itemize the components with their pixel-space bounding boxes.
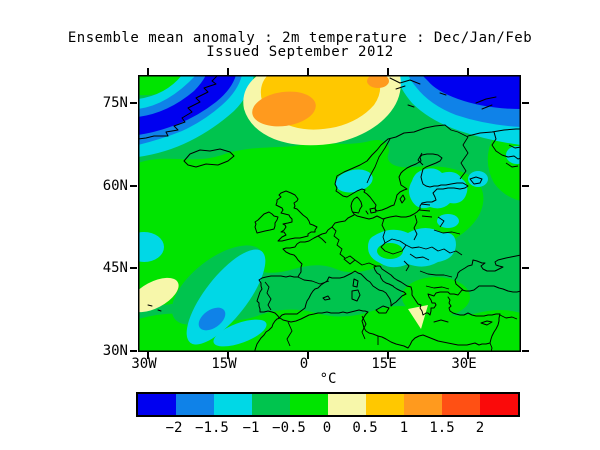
colorbar-tick-label: −2: [165, 420, 183, 436]
colorbar-segment: [328, 394, 366, 415]
colorbar-unit-label: °C: [319, 371, 337, 387]
x-tick-top-15e: [387, 68, 389, 75]
x-tick-top-30w: [147, 68, 149, 75]
y-tick-right-60n: [522, 185, 529, 187]
colorbar-segment: [176, 394, 214, 415]
x-tick-15e: [387, 352, 389, 359]
x-tick-30w: [147, 352, 149, 359]
x-tick-top-15w: [227, 68, 229, 75]
coastlines: [137, 74, 522, 353]
x-tick-top-0: [307, 68, 309, 75]
lon-label-30w: 30W: [131, 356, 157, 372]
colorbar-tick-label: 1.5: [429, 420, 455, 436]
colorbar-tick-label: 0.5: [352, 420, 378, 436]
colorbar-tick-label: 1: [399, 420, 409, 436]
colorbar-segment: [442, 394, 480, 415]
lat-label-60n: 60N: [102, 178, 128, 194]
map-frame: [138, 75, 521, 352]
colorbar-tick-label: 0: [322, 420, 332, 436]
colorbar-segment: [252, 394, 290, 415]
colorbar-segment: [214, 394, 252, 415]
colorbar-segment: [290, 394, 328, 415]
lon-label-15e: 15E: [371, 356, 397, 372]
colorbar-segment: [366, 394, 404, 415]
y-tick-60n: [130, 185, 137, 187]
x-tick-30e: [467, 352, 469, 359]
lon-label-0: 0: [299, 356, 309, 372]
y-tick-right-45n: [522, 267, 529, 269]
colorbar-tick-label: −0.5: [272, 420, 306, 436]
figure-subtitle: Issued September 2012: [206, 44, 394, 60]
colorbar: [136, 392, 520, 417]
x-tick-0: [307, 352, 309, 359]
colorbar-tick-label: −1: [242, 420, 260, 436]
colorbar-segment: [480, 394, 518, 415]
colorbar-segment: [138, 394, 176, 415]
contour-fills: [124, 74, 528, 352]
y-tick-75n: [130, 102, 137, 104]
map-panel: [124, 74, 528, 353]
country-borders: [264, 124, 522, 353]
lon-label-15w: 15W: [211, 356, 237, 372]
figure-title: Ensemble mean anomaly : 2m temperature :…: [67, 30, 533, 46]
colorbar-tick-label: 2: [475, 420, 485, 436]
x-tick-top-30e: [467, 68, 469, 75]
lat-label-75n: 75N: [102, 95, 128, 111]
x-tick-15w: [227, 352, 229, 359]
lon-label-30e: 30E: [451, 356, 477, 372]
lat-label-30n: 30N: [102, 343, 128, 359]
y-tick-45n: [130, 267, 137, 269]
lat-label-45n: 45N: [102, 260, 128, 276]
colorbar-tick-label: −1.5: [195, 420, 229, 436]
y-tick-30n: [130, 350, 137, 352]
anomaly-contour-map: [124, 74, 528, 353]
colorbar-segment: [404, 394, 442, 415]
y-tick-right-30n: [522, 350, 529, 352]
y-tick-right-75n: [522, 102, 529, 104]
